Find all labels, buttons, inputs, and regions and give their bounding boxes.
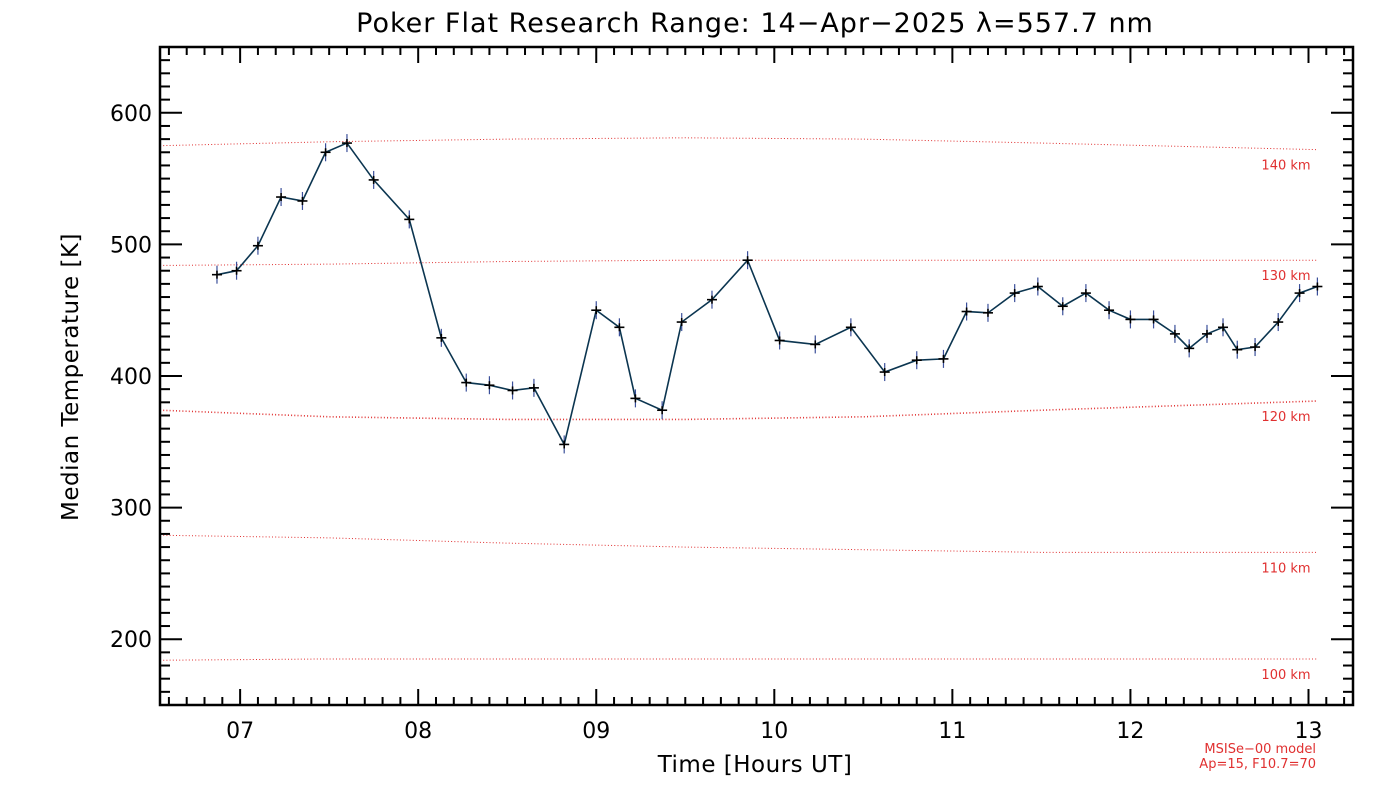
x-tick-label: 08: [404, 719, 432, 744]
x-axis-label: Time [Hours UT]: [657, 752, 853, 778]
x-tick-label: 12: [1116, 719, 1144, 744]
y-tick-label: 600: [110, 102, 152, 127]
x-tick-label: 09: [582, 719, 610, 744]
temperature-series: [211, 134, 1323, 454]
x-tick-label: 13: [1294, 719, 1322, 744]
reference-line-140-km: [159, 137, 1318, 151]
chart-title: Poker Flat Research Range: 14−Apr−2025 λ…: [356, 8, 1154, 39]
y-axis-label: Median Temperature [K]: [58, 233, 84, 521]
reference-label-140-km: 140 km: [1261, 159, 1310, 174]
x-tick-label: 07: [226, 719, 254, 744]
model-reference-lines: 140 km 130 km 120 km 110 km 100 km: [159, 137, 1318, 683]
reference-line-130-km: [159, 259, 1318, 266]
reference-line-110-km: [159, 534, 1318, 553]
y-tick-label: 300: [110, 497, 152, 522]
reference-label-100-km: 100 km: [1261, 668, 1310, 683]
x-tick-label: 11: [938, 719, 966, 744]
series-line: [216, 142, 1318, 447]
reference-label-110-km: 110 km: [1261, 561, 1310, 576]
y-tick-label: 200: [110, 628, 152, 653]
reference-label-130-km: 130 km: [1261, 269, 1310, 284]
reference-line-120-km: [159, 400, 1318, 421]
reference-label-120-km: 120 km: [1261, 410, 1310, 425]
reference-line-100-km: [159, 658, 1318, 661]
y-tick-label: 400: [110, 365, 152, 390]
x-tick-label: 10: [760, 719, 788, 744]
model-note-line-2: Ap=15, F10.7=70: [1199, 757, 1316, 772]
axis-ticks: 07 08 09 10 11 12 13 200 300 400 500 600: [110, 46, 1353, 744]
y-tick-label: 500: [110, 233, 152, 258]
model-note-line-1: MSISe−00 model: [1204, 742, 1316, 757]
